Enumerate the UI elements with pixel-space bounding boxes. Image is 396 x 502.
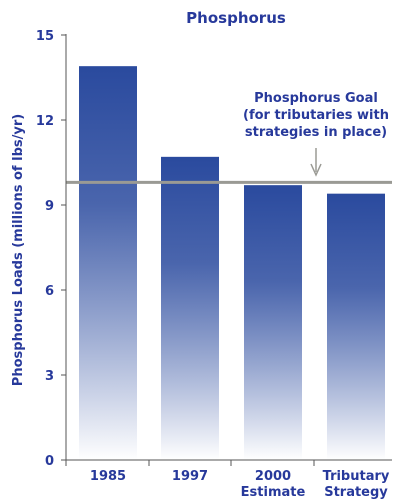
goal-layer: Phosphorus Goal (for tributaries with stra… <box>66 91 392 184</box>
x-category-label-1: 1997 <box>172 469 208 484</box>
bar-0 <box>79 66 137 461</box>
goal-arrow-head <box>310 163 322 177</box>
x-category-label-3: Tributary <box>323 469 390 484</box>
x-category-label-2: 2000 <box>255 469 291 484</box>
bar-3 <box>327 193 385 460</box>
y-tick-label-3: 9 <box>45 199 54 214</box>
goal-label-line-1: (for tributaries with <box>243 108 389 123</box>
y-tick-label-0: 0 <box>45 454 54 469</box>
goal-label-line-2: strategies in place) <box>245 125 387 140</box>
y-tick-label-4: 12 <box>36 114 54 129</box>
x-category-label-2-line-1: Estimate <box>241 485 306 500</box>
bars-layer <box>79 66 385 461</box>
y-axis-label: Phosphorus Loads (millions of lbs/yr) <box>11 114 26 386</box>
y-tick-label-5: 15 <box>36 29 54 44</box>
x-category-label-3-line-1: Strategy <box>324 485 388 500</box>
y-tick-label-1: 3 <box>45 369 54 384</box>
x-category-label-0: 1985 <box>90 469 126 484</box>
chart-title: Phosphorus <box>186 9 286 27</box>
bar-1 <box>161 156 219 461</box>
goal-label-line-0: Phosphorus Goal <box>254 91 378 106</box>
bar-2 <box>244 185 302 460</box>
y-tick-label-2: 6 <box>45 284 54 299</box>
